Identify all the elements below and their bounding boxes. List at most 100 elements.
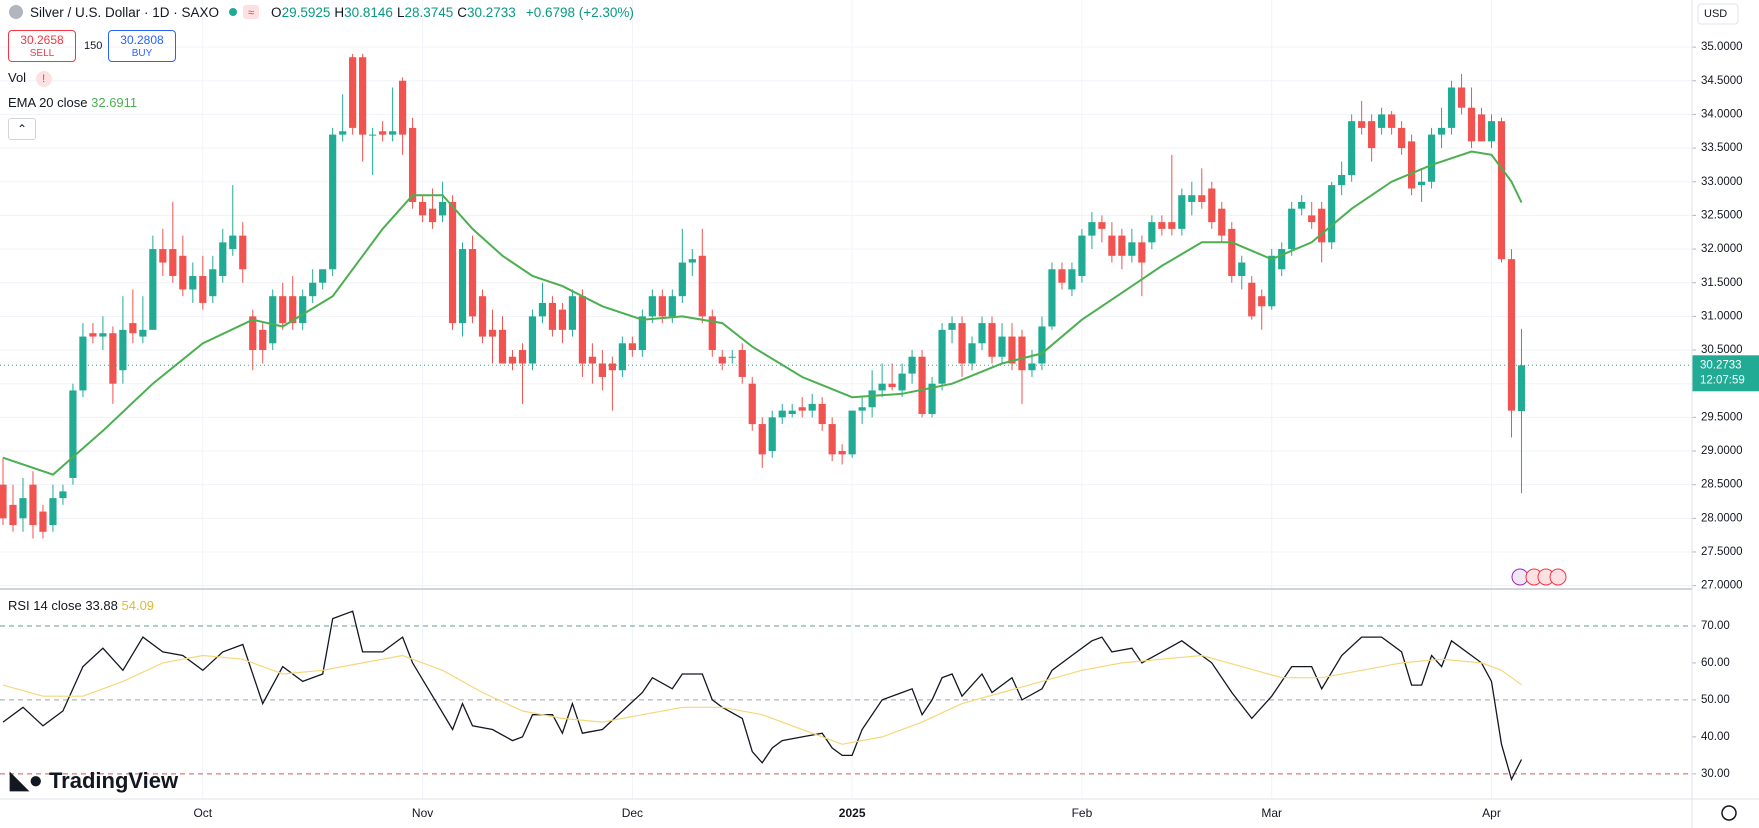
settings-icon[interactable] [1721, 805, 1737, 821]
y-tick-label: 34.0000 [1701, 108, 1743, 120]
candle-body [69, 390, 77, 478]
y-tick-label: 29.5000 [1701, 411, 1743, 423]
candle-body [618, 343, 626, 371]
candle-body [1088, 222, 1096, 236]
candle-body [408, 127, 417, 202]
buy-price: 30.2808 [120, 33, 164, 47]
candle-body [678, 262, 686, 297]
status-icons: ≈ [229, 5, 260, 19]
candle-body [778, 410, 786, 418]
candle-body [918, 356, 926, 414]
symbol-icon [9, 5, 23, 19]
candle-body [1168, 222, 1176, 229]
candle-body [608, 363, 616, 371]
candle-body [19, 498, 27, 519]
event-icons [1511, 568, 1567, 586]
x-tick-label: Dec [622, 806, 643, 820]
sell-price: 30.2658 [20, 33, 64, 47]
candle-body [728, 356, 736, 358]
y-tick-label: 27.0000 [1701, 580, 1743, 592]
candle-body [1477, 114, 1486, 142]
candle-body [199, 275, 207, 303]
candle-body [878, 383, 886, 391]
candle-body [758, 424, 766, 455]
buy-button[interactable]: 30.2808 BUY [108, 30, 176, 62]
candle-body [109, 333, 117, 384]
ohlc-values: O29.5925 H30.8146 L28.3745 C30.2733 [271, 5, 520, 20]
candle-body [578, 296, 587, 364]
candle-body [928, 383, 936, 414]
candle-body [29, 484, 37, 526]
candle-body [478, 296, 487, 337]
candle-body [9, 504, 17, 526]
candle-body [958, 323, 966, 364]
candle-body [1188, 195, 1196, 202]
candle-body [598, 363, 606, 377]
candle-body [418, 201, 427, 216]
x-tick-label: Nov [412, 806, 433, 820]
candle-body [79, 336, 87, 391]
candle-body [39, 511, 47, 532]
candle-body [1517, 365, 1526, 412]
candle-body [99, 333, 107, 337]
candle-body [1238, 262, 1246, 276]
candle-body [1228, 228, 1236, 276]
candle-body [1457, 87, 1466, 108]
y-tick-label: 35.0000 [1701, 41, 1743, 53]
ohlc-key: C [457, 4, 468, 20]
candle-body [1148, 222, 1156, 243]
rsi-value: 33.88 [85, 598, 118, 613]
collapse-button[interactable]: ⌃ [8, 118, 36, 140]
candle-body [1378, 114, 1386, 128]
rsi-ma-value: 54.09 [121, 598, 155, 613]
candle-body [898, 373, 906, 391]
candle-body [1198, 195, 1206, 202]
candle-body [808, 403, 816, 411]
candle-body [1328, 185, 1336, 243]
candle-body [1417, 181, 1426, 186]
candle-body [1348, 121, 1356, 176]
candle-body [329, 134, 337, 270]
candle-body [948, 323, 956, 330]
candle-body [1358, 121, 1366, 128]
candle-body [798, 407, 806, 411]
candle-body [1398, 127, 1406, 149]
candle-body [219, 242, 227, 276]
candle-body [379, 131, 387, 135]
candle-body [988, 323, 996, 357]
candle-body [868, 390, 876, 408]
candle-body [698, 255, 706, 317]
candle-body [369, 134, 377, 136]
candle-body [568, 296, 577, 330]
rsi-line [2, 610, 1523, 782]
candle-body [1048, 269, 1056, 327]
candle-body [428, 208, 437, 223]
currency-button[interactable] [1697, 3, 1739, 25]
ohlc-key: L [396, 4, 405, 20]
candle-body [1497, 121, 1506, 260]
candle-body [299, 296, 307, 324]
candle-body [1138, 242, 1146, 263]
candle-body [129, 323, 137, 334]
y-tick-label: 30.00 [1701, 768, 1730, 780]
x-tick-label: Oct [193, 806, 212, 820]
candle-body [838, 451, 846, 455]
symbol-title[interactable]: Silver / U.S. Dollar · 1D · SAXO [30, 4, 220, 20]
candle-body [788, 410, 796, 414]
candle-body [359, 57, 367, 135]
candle-body [1388, 114, 1396, 128]
candle-body [488, 329, 497, 337]
candle-body [1118, 235, 1126, 256]
sell-button[interactable]: 30.2658 SELL [8, 30, 76, 62]
candle-body [1298, 201, 1306, 209]
candle-body [1008, 336, 1016, 364]
svg-text:≈: ≈ [248, 7, 254, 19]
candle-body [389, 131, 397, 135]
candle-body [149, 249, 157, 330]
candle-body [1407, 141, 1416, 189]
candle-body [708, 316, 716, 351]
candle-body [448, 201, 457, 324]
candle-body [1098, 222, 1106, 229]
candle-body [518, 350, 527, 364]
